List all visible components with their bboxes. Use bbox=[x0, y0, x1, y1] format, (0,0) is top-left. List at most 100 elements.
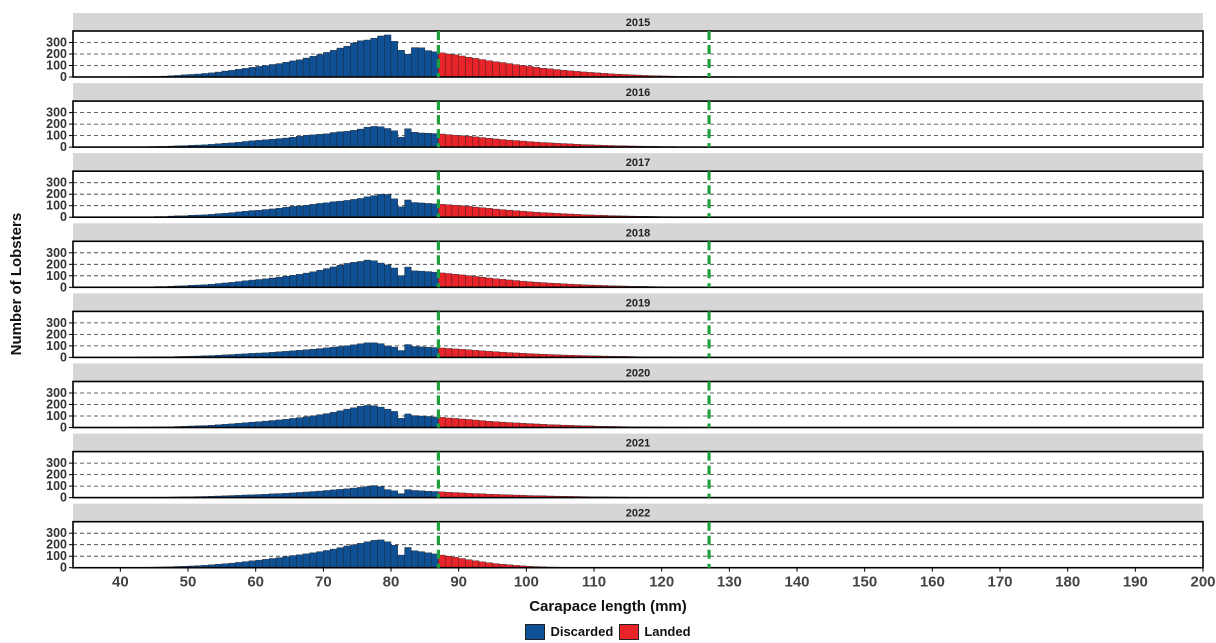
bar-2022-90-landed bbox=[459, 559, 466, 568]
bar-2022-68-discarded bbox=[310, 553, 317, 568]
bar-2019-90-landed bbox=[459, 349, 466, 357]
bar-2015-101-landed bbox=[533, 67, 540, 77]
bar-2015-66-discarded bbox=[296, 60, 303, 77]
bar-2020-95-landed bbox=[493, 422, 500, 428]
bar-2015-96-landed bbox=[499, 63, 506, 77]
bar-2022-84-discarded bbox=[418, 552, 425, 568]
bar-2016-80-discarded bbox=[391, 131, 398, 147]
bar-2015-93-landed bbox=[479, 60, 486, 77]
bar-2022-58-discarded bbox=[242, 562, 249, 568]
bar-2021-79-discarded bbox=[384, 490, 391, 498]
bar-2015-69-discarded bbox=[317, 54, 324, 77]
bar-2017-69-discarded bbox=[317, 203, 324, 217]
bar-2015-73-discarded bbox=[344, 46, 351, 77]
bar-2015-65-discarded bbox=[290, 61, 297, 77]
bar-2018-64-discarded bbox=[283, 276, 290, 287]
bar-2018-62-discarded bbox=[269, 278, 276, 287]
bar-2016-77-discarded bbox=[371, 126, 378, 147]
bar-2017-98-landed bbox=[513, 211, 520, 218]
x-tick-label-40: 40 bbox=[112, 574, 129, 591]
bar-2022-91-landed bbox=[465, 560, 472, 568]
bar-2015-100-landed bbox=[526, 66, 533, 77]
bar-2021-75-discarded bbox=[357, 487, 364, 497]
bar-2016-66-discarded bbox=[296, 136, 303, 147]
bar-2016-60-discarded bbox=[256, 140, 263, 147]
bar-2016-94-landed bbox=[486, 138, 493, 147]
bar-2015-104-landed bbox=[553, 70, 560, 77]
bar-2018-98-landed bbox=[513, 281, 520, 288]
bar-2021-88-landed bbox=[445, 492, 452, 497]
bar-2022-61-discarded bbox=[262, 559, 269, 567]
bar-2015-82-discarded bbox=[405, 54, 412, 77]
facet-strip-label-2018: 2018 bbox=[626, 227, 650, 239]
bar-2018-60-discarded bbox=[256, 279, 263, 287]
y-tick-label-2018-300: 300 bbox=[46, 246, 67, 260]
bar-2022-88-landed bbox=[445, 556, 452, 568]
facet-strip-label-2020: 2020 bbox=[626, 368, 650, 380]
bar-2017-82-discarded bbox=[405, 200, 412, 217]
bar-2016-95-landed bbox=[493, 139, 500, 147]
bar-2022-70-discarded bbox=[323, 550, 330, 567]
bar-2018-82-discarded bbox=[405, 267, 412, 287]
bar-2022-77-discarded bbox=[371, 540, 378, 567]
bar-2018-95-landed bbox=[493, 279, 500, 288]
bar-2018-68-discarded bbox=[310, 272, 317, 288]
bar-2017-85-discarded bbox=[425, 203, 432, 217]
bar-2022-76-discarded bbox=[364, 542, 371, 568]
bar-2016-88-landed bbox=[445, 135, 452, 148]
bar-2020-64-discarded bbox=[283, 419, 290, 427]
bar-2017-97-landed bbox=[506, 210, 513, 217]
bar-2016-82-discarded bbox=[405, 129, 412, 147]
bar-2017-68-discarded bbox=[310, 204, 317, 217]
bar-2018-83-discarded bbox=[411, 271, 418, 287]
bar-2015-91-landed bbox=[465, 57, 472, 77]
facet-strip-label-2016: 2016 bbox=[626, 87, 650, 99]
bar-2020-75-discarded bbox=[357, 406, 364, 427]
bar-2022-79-discarded bbox=[384, 542, 391, 568]
bar-2020-77-discarded bbox=[371, 406, 378, 428]
bar-2021-76-discarded bbox=[364, 487, 371, 498]
bar-2019-91-landed bbox=[465, 350, 472, 358]
x-tick-label-120: 120 bbox=[649, 574, 674, 591]
bar-2022-80-discarded bbox=[391, 545, 398, 568]
bar-2015-90-landed bbox=[459, 56, 466, 77]
bar-2019-95-landed bbox=[493, 352, 500, 358]
bar-2019-75-discarded bbox=[357, 344, 364, 358]
bar-2021-74-discarded bbox=[350, 488, 357, 498]
x-tick-label-50: 50 bbox=[180, 574, 197, 591]
bar-2017-91-landed bbox=[465, 206, 472, 217]
bar-2018-99-landed bbox=[520, 281, 527, 287]
bar-2020-80-discarded bbox=[391, 411, 398, 427]
bar-2017-94-landed bbox=[486, 208, 493, 217]
bar-2016-83-discarded bbox=[411, 132, 418, 147]
bar-2018-63-discarded bbox=[276, 277, 283, 287]
bar-2020-68-discarded bbox=[310, 416, 317, 428]
y-tick-label-2020-300: 300 bbox=[46, 386, 67, 400]
bar-2015-83-discarded bbox=[411, 48, 418, 77]
bar-2017-61-discarded bbox=[262, 209, 269, 217]
bar-2015-67-discarded bbox=[303, 58, 310, 77]
bar-2018-85-discarded bbox=[425, 272, 432, 288]
bar-2021-72-discarded bbox=[337, 489, 344, 497]
bar-2020-91-landed bbox=[465, 419, 472, 427]
bar-2016-59-discarded bbox=[249, 141, 256, 147]
bar-2021-68-discarded bbox=[310, 492, 317, 498]
bar-2019-64-discarded bbox=[283, 351, 290, 357]
bar-2021-78-discarded bbox=[377, 487, 384, 498]
bar-2021-83-discarded bbox=[411, 490, 418, 497]
bar-2017-96-landed bbox=[499, 210, 506, 218]
bar-2019-79-discarded bbox=[384, 346, 391, 358]
bar-2017-93-landed bbox=[479, 208, 486, 218]
bar-2017-73-discarded bbox=[344, 200, 351, 217]
bar-2016-75-discarded bbox=[357, 129, 364, 147]
bar-2018-73-discarded bbox=[344, 263, 351, 287]
bar-2016-98-landed bbox=[513, 141, 520, 148]
bar-2015-74-discarded bbox=[350, 43, 357, 77]
bar-2015-94-landed bbox=[486, 61, 493, 77]
bar-2015-70-discarded bbox=[323, 52, 330, 77]
